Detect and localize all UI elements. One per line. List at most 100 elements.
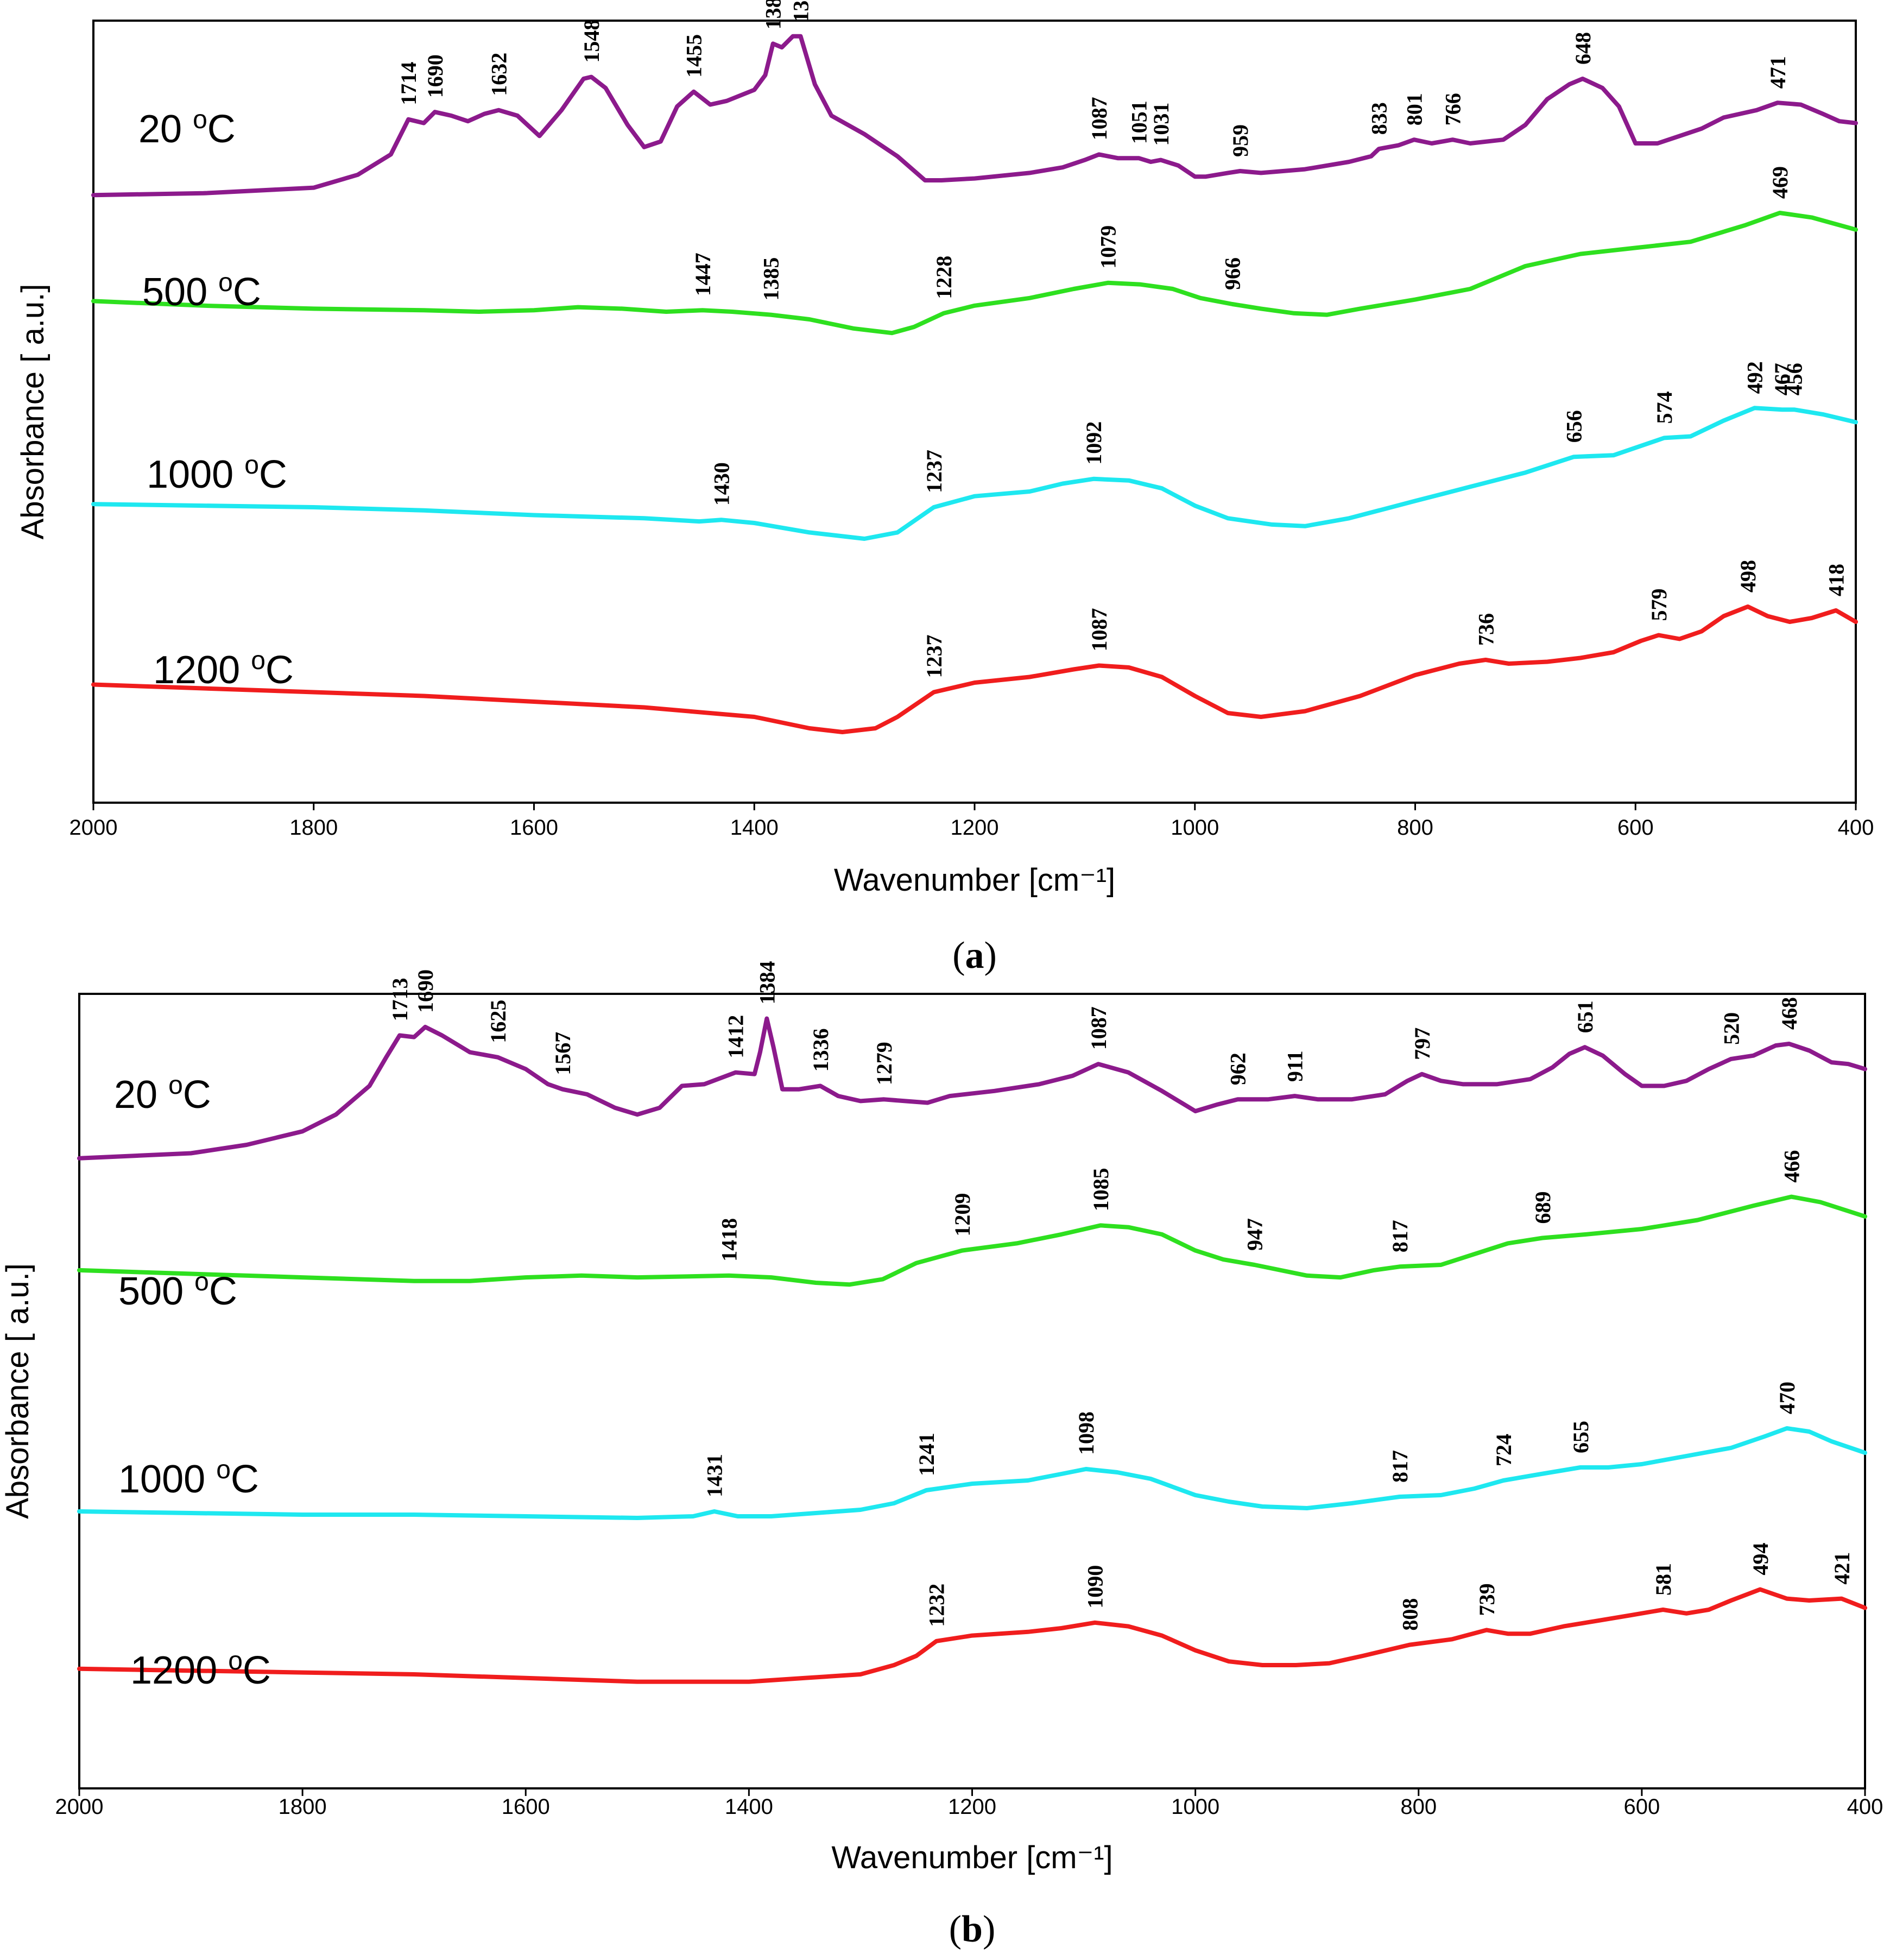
panel-caption-letter: b (962, 1908, 983, 1950)
peak-label: 418 (1824, 564, 1848, 596)
peak-label: 1085 (1089, 1168, 1113, 1211)
peak-label: 1548 (579, 20, 604, 63)
peak-label: 494 (1748, 1543, 1773, 1575)
x-tick-label: 1400 (725, 1795, 773, 1819)
series-label: 1200 oC (130, 1647, 271, 1692)
peak-label: 498 (1736, 560, 1760, 593)
x-tick-label: 400 (1847, 1795, 1883, 1819)
panel-caption: (b) (949, 1908, 996, 1950)
series-line (77, 1587, 1867, 1684)
series-label-unit: C (259, 453, 287, 496)
series-label-number: 1000 (118, 1458, 216, 1501)
panel-b-chart: 2000 1800 1600 1400 1200 1000 800 600 400 Wavenum… (0, 961, 1883, 1951)
peak-label: 1079 (1096, 225, 1120, 269)
peak-label: 456 (1782, 363, 1806, 395)
peak-label: 1237 (922, 635, 946, 678)
peak-label: 1336 (808, 1029, 833, 1072)
series-label: 500 oC (142, 268, 261, 314)
panel-a-chart: 2000 1800 1600 1400 1200 1000 800 600 400 Wavenum… (15, 0, 1874, 976)
x-tick-label: 800 (1400, 1795, 1437, 1819)
series-label-number: 1000 (147, 453, 244, 496)
x-tick-label: 1600 (510, 816, 558, 840)
peak-label: 469 (1768, 166, 1792, 199)
panel-caption: (a) (952, 935, 997, 976)
peak-label: 467 (1770, 363, 1794, 395)
x-tick-label: 1600 (502, 1795, 550, 1819)
x-tick-label: 800 (1397, 816, 1433, 840)
plot-frame (78, 993, 1866, 1789)
series-label: 1000 oC (118, 1455, 259, 1501)
peak-label: 1713 (388, 978, 412, 1022)
series-label-number: 1200 (153, 648, 251, 692)
series-label-number: 500 (142, 270, 218, 314)
peak-label: 1690 (413, 969, 438, 1013)
x-tick-label: 1200 (948, 1795, 996, 1819)
x-axis-title: Wavenumber [cm⁻¹] (834, 862, 1115, 898)
peak-label: 1383 (761, 0, 786, 29)
y-axis-title: Absorbance [ a.u.] (0, 1263, 35, 1519)
peak-label: 1690 (423, 54, 447, 98)
peak-label: 1567 (551, 1032, 575, 1075)
peak-label: 911 (1283, 1050, 1307, 1082)
series-label-unit: C (243, 1649, 271, 1692)
peak-label: 1447 (691, 253, 715, 296)
panel-caption-open: ( (949, 1908, 962, 1950)
series-label: 20 oC (138, 105, 236, 151)
series-line (91, 406, 1858, 541)
series-line (77, 1426, 1867, 1520)
peak-label: 1455 (682, 34, 706, 78)
peak-label: 581 (1651, 1563, 1676, 1596)
peak-label: 651 (1573, 1000, 1597, 1033)
x-tick-label: 400 (1838, 816, 1874, 840)
degree-sign: o (244, 451, 259, 480)
peak-label: 833 (1367, 102, 1392, 135)
peak-label: 1228 (932, 256, 956, 299)
series-label-unit: C (183, 1073, 211, 1117)
peak-label: 797 (1410, 1028, 1434, 1060)
series-label-unit: C (207, 108, 236, 151)
peak-label: 1430 (709, 462, 734, 506)
peak-label: 947 (1243, 1218, 1267, 1251)
panel-caption-letter: a (965, 935, 984, 976)
series-label: 20 oC (114, 1071, 211, 1117)
peak-label: 421 (1830, 1552, 1854, 1585)
series-label-number: 20 (138, 108, 193, 151)
series-line (91, 211, 1858, 336)
x-tick-label: 600 (1617, 816, 1654, 840)
x-axis-title: Wavenumber [cm⁻¹] (831, 1840, 1112, 1875)
peak-label: 1237 (922, 450, 946, 493)
peak-label: 962 (1226, 1053, 1250, 1085)
degree-sign: o (228, 1647, 243, 1675)
x-tick-label: 2000 (55, 1795, 104, 1819)
peak-label: 1625 (486, 1000, 510, 1043)
panel-caption-close: ) (983, 1908, 995, 1950)
peak-label: 579 (1647, 589, 1671, 621)
peak-label: 724 (1491, 1434, 1516, 1466)
peak-label: 1431 (703, 1454, 727, 1497)
peak-label: 1412 (724, 1015, 748, 1058)
peak-label: 492 (1742, 361, 1767, 394)
series-label-number: 20 (114, 1073, 168, 1117)
x-tick-label: 2000 (69, 816, 118, 840)
peak-label: 1090 (1083, 1565, 1108, 1609)
x-tick-label: 1000 (1171, 1795, 1219, 1819)
peak-label: 1087 (1087, 608, 1111, 652)
series-label-unit: C (266, 648, 294, 692)
panel-caption-close: ) (984, 935, 997, 976)
peak-label: 1714 (396, 62, 421, 105)
peak-label: 520 (1719, 1012, 1743, 1045)
peak-label: 1031 (1149, 103, 1173, 146)
peak-label: 739 (1475, 1583, 1499, 1616)
series-label-unit: C (233, 270, 261, 314)
peak-label: 1087 (1087, 97, 1111, 140)
peak-label: 655 (1569, 1421, 1593, 1453)
peak-label: 1384 (755, 961, 779, 1005)
x-tick-label: 1800 (289, 816, 338, 840)
peak-label: 471 (1766, 56, 1790, 89)
plot-frame (92, 20, 1857, 804)
series-label: 1200 oC (153, 646, 294, 692)
peak-label: 648 (1571, 32, 1595, 65)
x-tick-label: 600 (1624, 1795, 1660, 1819)
y-axis-title: Absorbance [ a.u.] (15, 284, 50, 540)
